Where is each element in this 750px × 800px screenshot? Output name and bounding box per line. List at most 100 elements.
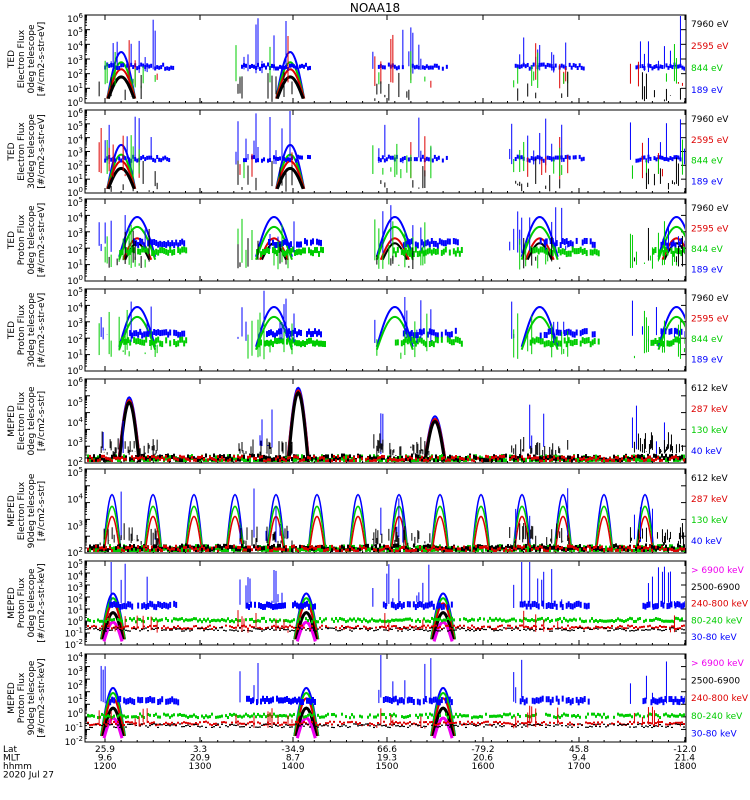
data-mark	[581, 337, 584, 344]
data-mark	[493, 454, 495, 459]
data-mark	[412, 251, 415, 258]
data-mark	[365, 626, 367, 629]
data-mark	[99, 627, 101, 630]
data-mark	[317, 545, 319, 549]
data-mark	[641, 453, 643, 458]
data-mark	[421, 549, 423, 552]
data-mark	[420, 329, 423, 336]
data-mark	[561, 455, 563, 459]
data-mark	[533, 619, 535, 623]
data-mark	[465, 617, 467, 621]
data-mark	[549, 602, 552, 609]
data-series-line	[430, 505, 450, 552]
data-mark	[267, 627, 269, 629]
data-mark	[223, 548, 225, 552]
data-mark	[647, 458, 649, 462]
data-mark	[675, 455, 677, 459]
data-mark	[339, 545, 341, 549]
data-mark	[99, 619, 101, 623]
data-mark	[118, 65, 121, 70]
data-mark	[253, 456, 255, 460]
data-mark	[399, 618, 401, 622]
data-mark	[543, 548, 545, 552]
data-mark	[179, 549, 181, 552]
data-mark	[597, 626, 599, 629]
data-series-line	[286, 390, 310, 462]
data-mark	[591, 548, 593, 552]
data-mark	[260, 339, 262, 346]
data-mark	[147, 616, 149, 620]
data-mark	[161, 602, 164, 609]
data-mark	[404, 241, 407, 248]
data-mark	[318, 250, 320, 257]
data-mark	[417, 618, 419, 622]
data-mark	[322, 340, 324, 347]
data-mark	[293, 455, 295, 459]
data-mark	[401, 628, 403, 631]
data-mark	[353, 457, 355, 462]
data-mark	[465, 546, 467, 551]
data-mark	[149, 624, 151, 627]
data-mark	[521, 624, 523, 627]
data-mark	[431, 158, 434, 163]
data-mark	[359, 456, 361, 462]
data-mark	[175, 341, 178, 348]
data-mark	[537, 617, 539, 621]
data-mark	[435, 624, 437, 627]
data-mark	[569, 544, 571, 548]
data-mark	[91, 458, 93, 462]
data-mark	[503, 454, 505, 458]
data-mark	[481, 625, 483, 628]
data-mark	[320, 239, 322, 246]
data-mark	[559, 329, 562, 336]
data-mark	[279, 64, 281, 69]
data-mark	[117, 547, 119, 552]
data-mark	[339, 548, 341, 552]
data-mark	[135, 455, 137, 459]
data-mark	[191, 629, 193, 631]
data-mark	[155, 617, 157, 621]
data-mark	[647, 629, 649, 631]
data-mark	[643, 459, 645, 462]
data-mark	[406, 249, 409, 256]
data-mark	[423, 65, 426, 70]
data-mark	[323, 618, 325, 622]
data-mark	[391, 546, 393, 551]
data-mark	[145, 336, 148, 343]
data-mark	[479, 628, 481, 631]
data-mark	[541, 616, 543, 620]
data-mark	[306, 600, 308, 607]
data-mark	[185, 457, 187, 461]
data-mark	[531, 628, 533, 630]
data-mark	[541, 459, 543, 462]
data-mark	[324, 341, 326, 348]
data-mark	[643, 546, 645, 550]
data-mark	[140, 156, 143, 161]
data-mark	[103, 458, 105, 462]
data-mark	[613, 454, 615, 459]
data-mark	[611, 619, 613, 623]
data-mark	[145, 603, 148, 610]
data-mark	[299, 459, 301, 462]
data-mark	[265, 627, 267, 630]
data-mark	[135, 330, 138, 337]
data-mark	[145, 246, 148, 253]
legend-entry: 7960 eV	[691, 294, 729, 304]
data-mark	[300, 241, 302, 248]
data-mark	[565, 341, 568, 348]
data-mark	[195, 458, 197, 462]
data-mark	[335, 626, 337, 629]
data-mark	[245, 625, 247, 628]
data-mark	[413, 626, 415, 629]
data-mark	[501, 624, 503, 627]
data-mark	[319, 547, 321, 552]
data-mark	[177, 331, 180, 338]
data-mark	[593, 331, 596, 338]
data-mark	[266, 247, 268, 254]
data-mark	[585, 548, 587, 552]
data-mark	[458, 250, 461, 257]
data-mark	[401, 457, 403, 461]
data-mark	[523, 628, 525, 630]
data-mark	[443, 456, 445, 460]
legend-entry: 40 keV	[691, 447, 723, 457]
